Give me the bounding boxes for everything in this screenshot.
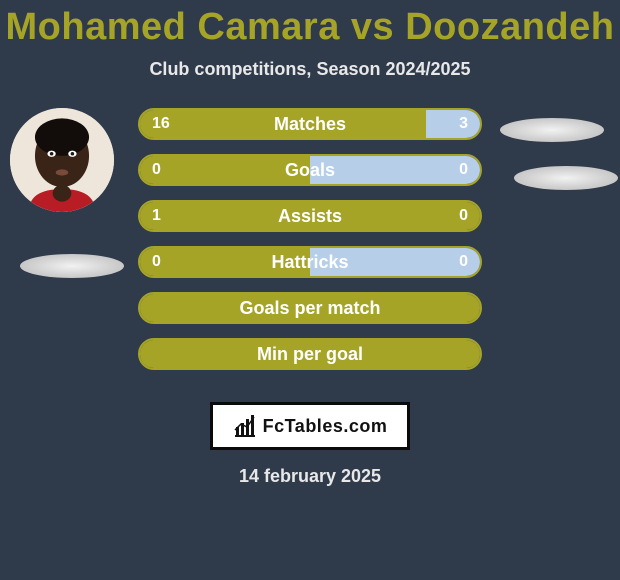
- stat-row: Min per goal: [138, 338, 482, 370]
- page-title: Mohamed Camara vs Doozandeh: [0, 0, 620, 49]
- stat-label: Goals: [140, 156, 480, 184]
- stat-label: Hattricks: [140, 248, 480, 276]
- stat-row: 10Assists: [138, 200, 482, 232]
- subtitle: Club competitions, Season 2024/2025: [0, 59, 620, 80]
- stat-label: Goals per match: [140, 294, 480, 322]
- brand-chart-icon: [233, 414, 257, 438]
- stat-label: Assists: [140, 202, 480, 230]
- player-right-shadow-2: [514, 166, 618, 190]
- brand-text: FcTables.com: [263, 416, 388, 437]
- stat-label: Min per goal: [140, 340, 480, 368]
- brand-box: FcTables.com: [210, 402, 410, 450]
- stat-row: Goals per match: [138, 292, 482, 324]
- player-left-avatar: [10, 108, 114, 212]
- date-text: 14 february 2025: [0, 466, 620, 487]
- player-left-shadow: [20, 254, 124, 278]
- stat-row: 00Goals: [138, 154, 482, 186]
- comparison-panel: 163Matches 00Goals 10Assists 00Hattricks Goa…: [10, 108, 610, 398]
- stat-row: 00Hattricks: [138, 246, 482, 278]
- stat-rows: 163Matches 00Goals 10Assists 00Hattricks Goa…: [138, 108, 482, 384]
- stat-label: Matches: [140, 110, 480, 138]
- avatar-svg: [10, 108, 114, 212]
- player-right-shadow-1: [500, 118, 604, 142]
- stat-row: 163Matches: [138, 108, 482, 140]
